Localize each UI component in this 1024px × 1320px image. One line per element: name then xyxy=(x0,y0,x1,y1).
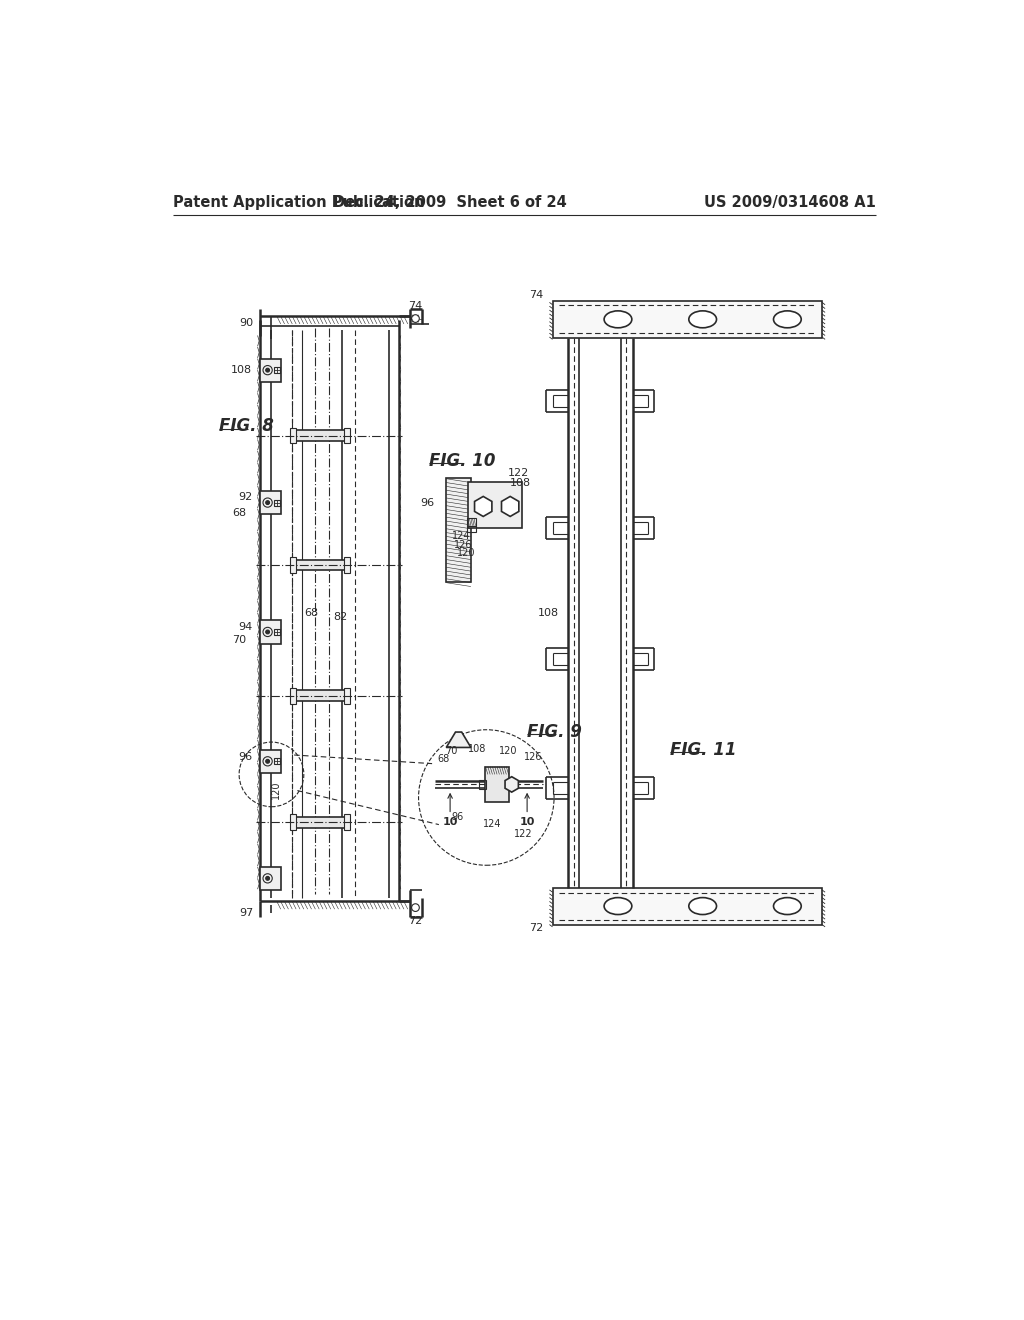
Ellipse shape xyxy=(689,312,717,327)
Text: 10: 10 xyxy=(519,817,535,828)
Text: 74: 74 xyxy=(409,301,423,312)
Text: 124: 124 xyxy=(453,531,471,541)
Text: Patent Application Publication: Patent Application Publication xyxy=(173,195,424,210)
Text: 68: 68 xyxy=(437,754,450,764)
Ellipse shape xyxy=(604,312,632,327)
Bar xyxy=(467,517,476,525)
Bar xyxy=(294,560,350,570)
Text: 96: 96 xyxy=(239,752,252,763)
Text: 120: 120 xyxy=(499,746,517,756)
Bar xyxy=(484,767,509,803)
Text: FIG. 9: FIG. 9 xyxy=(527,723,582,741)
Text: 92: 92 xyxy=(238,492,252,502)
Circle shape xyxy=(265,500,269,504)
Text: 108: 108 xyxy=(231,366,252,375)
Bar xyxy=(294,430,350,441)
Text: FIG. 10: FIG. 10 xyxy=(429,451,496,470)
Bar xyxy=(294,690,350,701)
Bar xyxy=(260,620,281,644)
Text: 96: 96 xyxy=(421,499,435,508)
Bar xyxy=(273,758,280,764)
Bar xyxy=(294,817,350,828)
Bar xyxy=(290,814,296,830)
Text: 108: 108 xyxy=(510,478,531,487)
Bar xyxy=(290,428,296,444)
Text: 108: 108 xyxy=(468,744,486,754)
Text: 90: 90 xyxy=(240,318,254,329)
Circle shape xyxy=(265,876,269,880)
Bar xyxy=(478,780,486,789)
Bar xyxy=(273,367,280,374)
Ellipse shape xyxy=(604,898,632,915)
Text: 70: 70 xyxy=(444,746,457,756)
Text: 10: 10 xyxy=(442,817,458,828)
Bar xyxy=(344,557,350,573)
Ellipse shape xyxy=(689,898,717,915)
Text: 72: 72 xyxy=(529,924,544,933)
Text: 122: 122 xyxy=(508,467,529,478)
Text: 96: 96 xyxy=(452,812,464,822)
Bar xyxy=(260,750,281,774)
Text: 68: 68 xyxy=(304,607,317,618)
Bar xyxy=(260,359,281,381)
Bar xyxy=(468,482,521,528)
Polygon shape xyxy=(502,496,519,516)
Bar xyxy=(260,491,281,515)
Polygon shape xyxy=(446,733,471,747)
Circle shape xyxy=(265,759,269,763)
Text: 120: 120 xyxy=(270,780,281,799)
Circle shape xyxy=(265,630,269,634)
Bar xyxy=(344,688,350,704)
Text: 74: 74 xyxy=(529,289,544,300)
Text: 94: 94 xyxy=(238,622,252,631)
Bar xyxy=(290,557,296,573)
Text: 70: 70 xyxy=(231,635,246,644)
Text: FIG. 8: FIG. 8 xyxy=(219,417,274,436)
Text: Dec. 24, 2009  Sheet 6 of 24: Dec. 24, 2009 Sheet 6 of 24 xyxy=(333,195,567,210)
Text: FIG. 11: FIG. 11 xyxy=(670,741,736,759)
Bar xyxy=(344,814,350,830)
Bar xyxy=(290,688,296,704)
Text: 126: 126 xyxy=(454,540,472,550)
Bar xyxy=(553,301,822,338)
Bar xyxy=(273,499,280,506)
Polygon shape xyxy=(474,496,492,516)
Bar xyxy=(553,888,822,924)
Text: 72: 72 xyxy=(409,916,423,925)
Text: 122: 122 xyxy=(514,829,532,838)
Bar xyxy=(446,478,471,582)
Bar xyxy=(467,525,476,532)
Ellipse shape xyxy=(773,312,801,327)
Bar xyxy=(260,867,281,890)
Text: 68: 68 xyxy=(231,508,246,517)
Polygon shape xyxy=(505,776,518,792)
Text: 82: 82 xyxy=(333,611,347,622)
Text: 120: 120 xyxy=(457,548,475,558)
Text: US 2009/0314608 A1: US 2009/0314608 A1 xyxy=(705,195,876,210)
Text: 126: 126 xyxy=(524,752,543,763)
Circle shape xyxy=(265,368,269,372)
Text: 124: 124 xyxy=(483,820,502,829)
Text: 97: 97 xyxy=(240,908,254,917)
Ellipse shape xyxy=(773,898,801,915)
Bar xyxy=(344,428,350,444)
Bar xyxy=(273,628,280,635)
Text: 108: 108 xyxy=(538,607,559,618)
